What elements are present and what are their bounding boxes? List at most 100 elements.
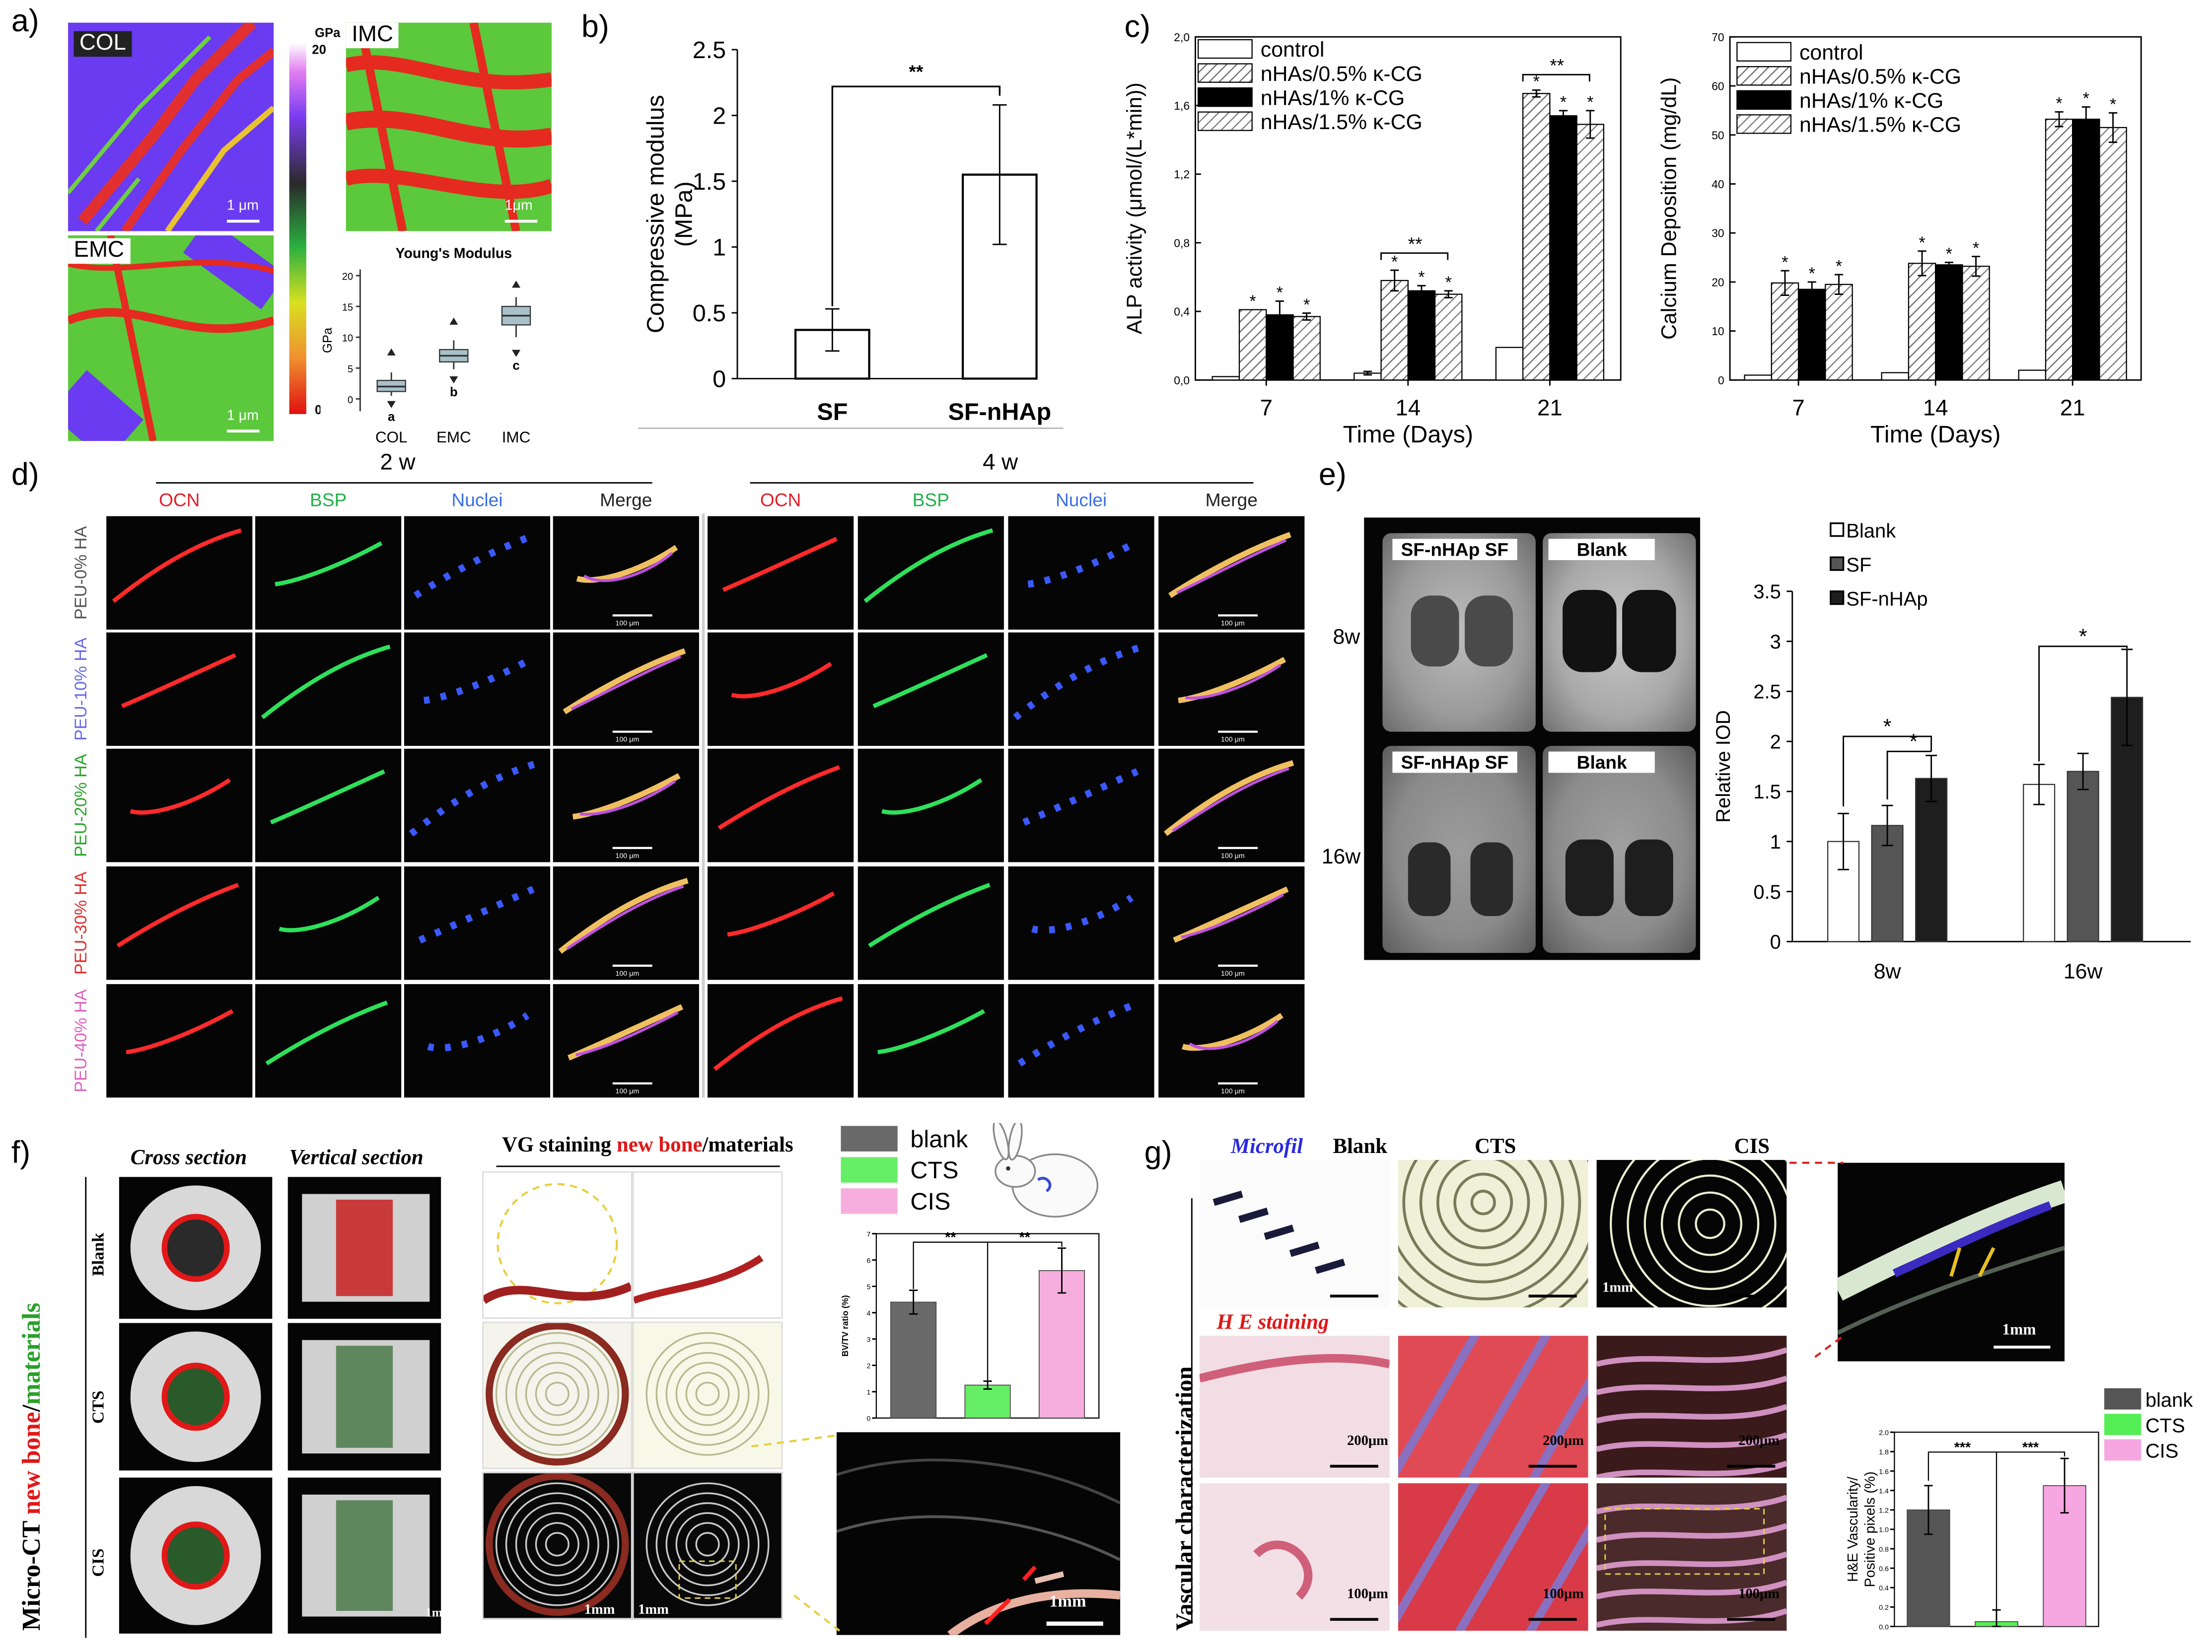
chart-c1-sig-bracket	[1380, 252, 1449, 260]
panel-letter-d: d)	[11, 456, 39, 492]
scale-bar-label: 100 μm	[1221, 1087, 1245, 1095]
chart-a-box: Young's Modulus 0 5 10 15 20 GPa a COL b EMC c IMC	[320, 238, 562, 448]
chart-f-sig-bracket	[913, 1241, 1063, 1289]
chart-c2-legend-label: nHAs/0.5% κ-CG	[1799, 65, 1961, 88]
chart-f-ylabel: BV/TV ratio (%)	[840, 1295, 850, 1357]
chart-g-sig-bracket	[1927, 1451, 2066, 1481]
row-label: PEU-20% HA	[71, 754, 91, 857]
chart-c2-sig: *	[1782, 253, 1788, 272]
colorbar-max: 20	[312, 42, 326, 57]
chart-a-xtick-label: EMC	[436, 429, 471, 446]
vg-staining-image	[632, 1472, 783, 1620]
chart-c2-sig: *	[1946, 245, 1952, 264]
chart-f-ytick-label: 2	[867, 1362, 871, 1370]
column-header-ocn: OCN	[760, 489, 801, 511]
g-header-blank: Blank	[1333, 1136, 1387, 1159]
fluorescence-image	[708, 516, 854, 630]
chart-c2-xtick-label: 21	[2060, 395, 2085, 421]
chart-f-legend-label: blank	[910, 1126, 968, 1152]
chart-b-ytick-label: 1	[713, 234, 726, 261]
fluorescence-image	[708, 866, 854, 980]
chart-g-ytick-label: 1.8	[1879, 1448, 1889, 1456]
fluorescence-image	[857, 516, 1004, 630]
chart-f-ytick-label: 1	[867, 1388, 871, 1396]
vg-staining-image	[482, 1171, 633, 1319]
vascular-image	[1596, 1160, 1787, 1308]
chart-c1-sig-bracket	[1522, 73, 1590, 82]
vascular-image	[1596, 1483, 1787, 1631]
chart-c2-sig: *	[2056, 94, 2062, 113]
vascular-scale: 1mm	[1602, 1280, 1633, 1296]
chart-g-ytick-label: 1.6	[1879, 1468, 1889, 1476]
chart-c1-bar	[1238, 309, 1267, 381]
fluorescence-image	[1008, 516, 1154, 630]
chart-c1-ytick-label: 2,0	[1174, 31, 1190, 44]
chart-a-ytick-label: 5	[348, 364, 353, 375]
chart-e-iod: 0 0.5 1 1.5 2 2.5 3 3.5 Relative IOD 8w 16w * * * Blan…	[1713, 520, 2191, 981]
fluorescence-image	[255, 984, 402, 1098]
scale-bar-label: 100 μm	[1221, 736, 1245, 744]
chart-f-ytick-label: 5	[867, 1283, 871, 1291]
chart-g-legend-swatch	[2104, 1414, 2141, 1436]
f-zoom-scale: 1mm	[1049, 1591, 1086, 1611]
chart-c2-sig: *	[1809, 264, 1815, 283]
chart-c1-legend-label: nHAs/0.5% κ-CG	[1261, 62, 1423, 86]
chart-e-legend-label: SF-nHAp	[1846, 588, 1927, 610]
vascular-image	[1596, 1336, 1787, 1478]
chart-e-sig-mark: *	[2079, 625, 2087, 648]
chart-e-legend-swatch	[1830, 522, 1845, 537]
chart-f-legend-label: CTS	[910, 1157, 958, 1184]
chart-c1-legend-label: control	[1261, 38, 1325, 62]
chart-c2-ylabel: Calcium Deposition (mg/dL)	[1659, 77, 1681, 340]
chart-a-ytick-label: 15	[342, 302, 353, 313]
chart-c2-xlabel: Time (Days)	[1870, 421, 2000, 448]
chart-c1-bar	[1407, 290, 1436, 381]
fluorescence-image	[1008, 748, 1154, 862]
chart-c2-legend-swatch	[1736, 66, 1792, 86]
chart-f-bvtv: blank CTS CIS 0 1 2 3 4 5 6 7 BV/TV ratio (%) ** **	[840, 1126, 1100, 1423]
chart-a-title: Young's Modulus	[396, 246, 512, 262]
chart-e-ytick-label: 1	[1770, 831, 1781, 853]
chart-c1-sig-mark: **	[1550, 55, 1564, 76]
chart-b-ylabel-unit: (MPa)	[671, 181, 698, 247]
chart-c1-sig: *	[1560, 93, 1567, 112]
xray-8w-sf	[1382, 533, 1536, 732]
chart-g-ytick-label: 0.6	[1879, 1565, 1889, 1573]
fluorescence-image	[106, 516, 253, 630]
scale-bar-label: 100 μm	[1221, 619, 1245, 627]
xray-16w-blank	[1543, 746, 1696, 953]
chart-c1-ytick-label: 1,2	[1174, 168, 1190, 181]
chart-c2-bar	[1908, 263, 1936, 381]
vascular-scale: 100μm	[1738, 1586, 1780, 1603]
chart-c1-sig: *	[1418, 268, 1425, 287]
vascular-image	[1200, 1483, 1390, 1631]
f-side-label: Micro-CT new bone/materials	[17, 1302, 46, 1631]
fluorescence-image	[857, 866, 1004, 980]
chart-c2-legend-label: nHAs/1.5% κ-CG	[1799, 113, 1961, 137]
chart-e-ytick-label: 2	[1770, 731, 1781, 753]
g-header-microfil: Microfil	[1230, 1136, 1303, 1159]
f-vg-title: VG staining new bone/materials	[501, 1134, 793, 1157]
chart-c2-bar	[2045, 118, 2073, 381]
panel-letter-a: a)	[11, 2, 39, 39]
chart-f-bar-CIS	[1038, 1270, 1085, 1419]
chart-g-sig-mark: ***	[1954, 1439, 1971, 1455]
f-header-vertical: Vertical section	[289, 1147, 424, 1170]
chart-c2-ytick-label: 60	[1712, 80, 1724, 93]
chart-g-ytick-label: 1.2	[1879, 1507, 1889, 1515]
chart-c1-bar	[1380, 280, 1409, 381]
chart-f-ytick-label: 6	[867, 1257, 871, 1265]
scale-bar-label: 100 μm	[615, 1087, 639, 1095]
fluorescence-image	[1008, 866, 1154, 980]
colorbar-min: 0	[314, 403, 322, 417]
chart-e-legend-label: SF	[1846, 554, 1871, 576]
scale-bar-label: 100 μm	[615, 970, 639, 978]
fluorescence-image	[708, 632, 854, 746]
xray-label-8w-blank: Blank	[1548, 539, 1655, 561]
chart-e-bar	[2023, 784, 2056, 942]
fluorescence-image	[106, 632, 253, 746]
fluorescence-image	[255, 516, 402, 630]
chart-c1-bar	[1434, 293, 1463, 381]
chart-e-legend-swatch	[1830, 590, 1845, 605]
chart-f-sig-mark: **	[945, 1230, 956, 1246]
